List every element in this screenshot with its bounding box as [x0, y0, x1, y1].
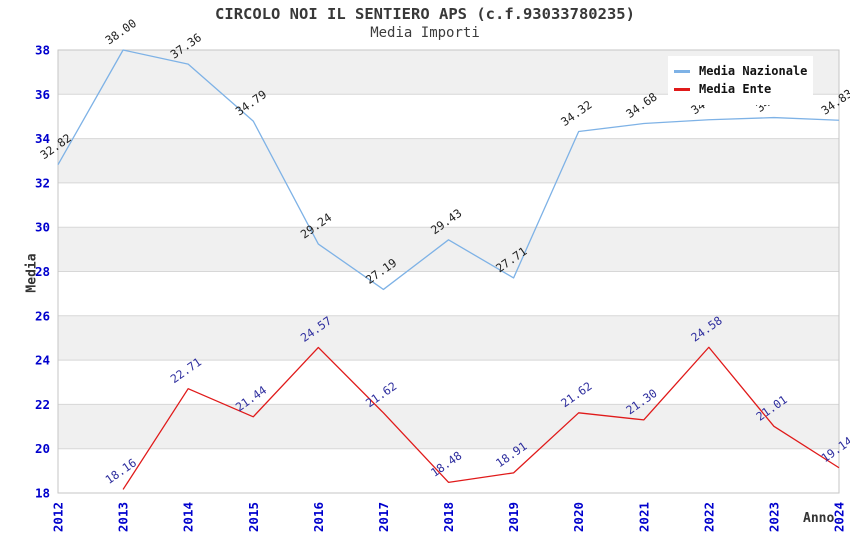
plot-border	[57, 49, 840, 494]
line-swatch-icon	[674, 69, 690, 73]
y-tick-label: 24	[35, 353, 50, 368]
chart-subtitle: Media Importi	[370, 25, 480, 41]
plot-band	[58, 360, 839, 405]
y-tick-label: 32	[35, 175, 50, 190]
legend-label-media-nazionale: Media Nazionale	[699, 64, 808, 78]
line-swatch-icon	[674, 87, 690, 91]
y-tick-label: 28	[35, 264, 50, 279]
y-tick-label: 26	[35, 308, 50, 323]
y-tick-label: 22	[35, 397, 50, 412]
y-tick-label: 38	[35, 43, 50, 58]
y-tick-label: 20	[35, 441, 50, 456]
x-tick-label: 2019	[506, 502, 521, 532]
y-tick-label: 30	[35, 220, 50, 235]
legend-item-media-ente: Media Ente	[674, 81, 807, 97]
x-tick-label: 2016	[311, 502, 326, 532]
x-tick-label: 2024	[832, 502, 847, 532]
x-axis-title: Anno	[803, 511, 835, 526]
x-tick-label: 2017	[376, 502, 391, 532]
plot-band	[58, 182, 839, 228]
chart-title: CIRCOLO NOI IL SENTIERO APS (c.f.9303378…	[215, 5, 635, 23]
x-tick-label: 2012	[51, 502, 66, 532]
plot-band	[58, 448, 839, 493]
x-tick-label: 2023	[766, 502, 781, 532]
y-axis-title: Media	[24, 253, 40, 293]
media-nazionale-point-label: 38.00	[103, 16, 139, 47]
y-tick-label: 18	[35, 486, 50, 501]
legend: Media Nazionale Media Ente	[668, 56, 813, 105]
x-tick-label: 2021	[636, 502, 651, 532]
y-tick-label: 34	[35, 131, 50, 146]
plot-band	[58, 138, 839, 183]
plot-band	[58, 227, 839, 272]
x-tick-label: 2015	[246, 502, 261, 532]
x-tick-label: 2013	[116, 502, 131, 532]
x-tick-label: 2022	[701, 502, 716, 532]
x-tick-label: 2020	[571, 502, 586, 532]
plot-band	[58, 404, 839, 449]
plot-band	[58, 315, 839, 361]
plot-band	[58, 271, 839, 316]
media-ente-line	[122, 346, 840, 490]
media-nazionale-line	[57, 49, 840, 291]
x-tick-label: 2014	[181, 502, 196, 532]
y-tick-label: 36	[35, 87, 50, 102]
x-tick-label: 2018	[441, 502, 456, 532]
legend-label-media-ente: Media Ente	[699, 82, 772, 96]
legend-item-media-nazionale: Media Nazionale	[674, 63, 807, 79]
